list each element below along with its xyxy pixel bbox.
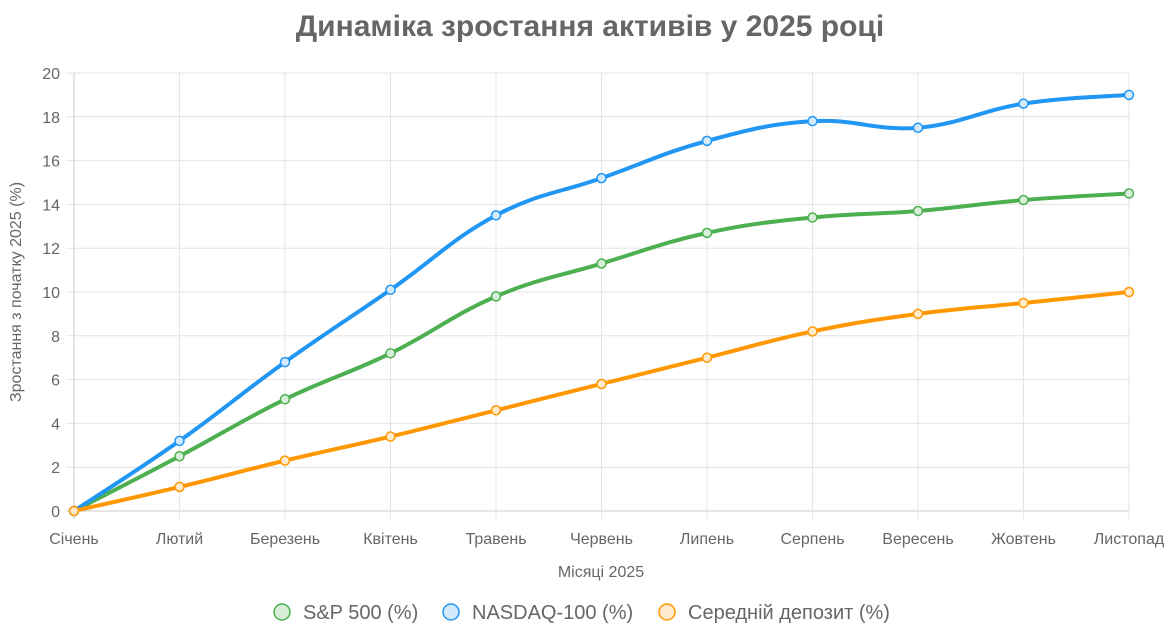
data-point [1123, 286, 1135, 298]
grid [66, 72, 1130, 519]
x-tick-label: Листопад [1094, 531, 1165, 548]
data-point [596, 378, 607, 390]
data-point [1123, 188, 1135, 199]
data-point [490, 405, 502, 416]
y-tick-label: 4 [51, 416, 60, 433]
series-1 [68, 89, 1135, 517]
data-point [68, 505, 80, 517]
data-point [174, 435, 185, 447]
x-axis-ticks: Січень Лютий Березень Квітень Травень Червень… [49, 531, 1165, 548]
data-point [385, 348, 396, 359]
legend-marker [658, 603, 676, 621]
y-tick-label: 12 [42, 241, 60, 258]
x-tick-label: Серпень [780, 531, 844, 548]
data-point [490, 210, 502, 221]
series-group [68, 89, 1135, 517]
y-tick-label: 2 [51, 460, 60, 477]
legend-label: S&P 500 (%) [303, 602, 418, 624]
legend-item: Середній депозит (%) [658, 602, 890, 624]
data-point [912, 122, 924, 133]
x-tick-label: Червень [570, 531, 633, 548]
data-point [279, 455, 291, 466]
x-tick-label: Лютий [156, 531, 203, 548]
data-point [490, 291, 502, 302]
series-2 [68, 286, 1135, 517]
y-tick-label: 8 [51, 329, 60, 346]
data-point [701, 227, 713, 239]
legend-label: Середній депозит (%) [688, 602, 890, 624]
data-point [1018, 194, 1029, 206]
x-tick-label: Липень [680, 531, 734, 548]
legend: S&P 500 (%) NASDAQ-100 (%) Середній депози… [273, 602, 890, 624]
data-point [807, 326, 818, 337]
x-axis-label: Місяці 2025 [558, 564, 644, 581]
data-point [807, 212, 818, 223]
y-tick-label: 0 [51, 504, 60, 521]
data-point [174, 481, 185, 493]
y-tick-label: 10 [42, 285, 60, 302]
data-point [1018, 297, 1029, 309]
data-point [174, 451, 185, 462]
x-tick-label: Жовтень [991, 531, 1056, 548]
data-point [279, 394, 291, 405]
legend-item: NASDAQ-100 (%) [442, 602, 633, 624]
data-point [385, 284, 396, 296]
data-point [807, 115, 818, 127]
data-point [701, 352, 713, 363]
y-tick-label: 18 [42, 110, 60, 127]
data-point [912, 205, 924, 217]
data-point [1018, 98, 1029, 109]
data-point [279, 356, 291, 368]
data-point [912, 308, 924, 320]
y-tick-label: 20 [42, 66, 60, 83]
y-tick-label: 16 [42, 154, 60, 171]
x-tick-label: Березень [250, 531, 320, 548]
x-tick-label: Січень [49, 531, 99, 548]
data-point [385, 431, 396, 442]
legend-marker [273, 603, 291, 621]
legend-item: S&P 500 (%) [273, 602, 418, 624]
x-tick-label: Вересень [882, 531, 953, 548]
data-point [1123, 89, 1135, 101]
x-tick-label: Травень [465, 531, 526, 548]
data-point [701, 135, 713, 147]
legend-marker [442, 603, 460, 621]
data-point [596, 172, 607, 184]
data-point [596, 258, 607, 269]
x-tick-label: Квітень [363, 531, 418, 548]
y-tick-label: 6 [51, 373, 60, 390]
y-axis-label: Зростання з початку 2025 (%) [8, 182, 25, 402]
legend-label: NASDAQ-100 (%) [472, 602, 633, 624]
series-line [72, 92, 1130, 513]
y-axis-ticks: 0 2 4 6 8 10 12 14 16 18 20 [42, 66, 60, 521]
chart-title: Динаміка зростання активів у 2025 році [296, 10, 884, 43]
y-tick-label: 14 [42, 197, 60, 214]
